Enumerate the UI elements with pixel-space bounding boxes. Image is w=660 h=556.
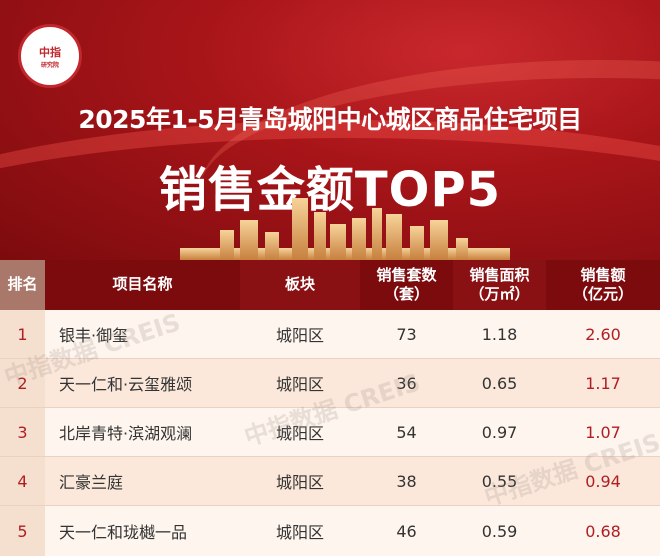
table-row: 4 汇豪兰庭 城阳区 38 0.55 0.94: [0, 457, 660, 506]
name-cell: 天一仁和·云玺雅颂: [59, 375, 193, 394]
area-cell: 0.65: [481, 373, 518, 393]
name-cell: 汇豪兰庭: [59, 473, 124, 492]
units-cell: 46: [396, 521, 417, 541]
amount-cell: 1.07: [585, 422, 621, 442]
rank-cell: 2: [0, 359, 45, 407]
column-header-rank: 排名: [0, 260, 45, 310]
column-header-area: 销售面积 （万㎡）: [453, 260, 546, 310]
china-index-academy-logo: 中指 研究院: [18, 24, 82, 88]
units-cell: 38: [396, 471, 417, 491]
logo-text: 中指: [39, 45, 61, 59]
block-cell: 城阳区: [275, 523, 324, 542]
rank-cell: 1: [0, 310, 45, 358]
rank-cell: 3: [0, 408, 45, 456]
amount-cell: 0.68: [585, 521, 621, 541]
amount-cell: 0.94: [585, 471, 621, 491]
area-cell: 1.18: [481, 324, 518, 344]
units-cell: 54: [396, 422, 417, 442]
block-cell: 城阳区: [275, 375, 324, 394]
table-row: 2 天一仁和·云玺雅颂 城阳区 36 0.65 1.17: [0, 359, 660, 408]
column-header-units: 销售套数 （套）: [360, 260, 453, 310]
amount-cell: 2.60: [585, 324, 621, 344]
area-cell: 0.97: [481, 422, 518, 442]
rank-cell: 5: [0, 506, 45, 556]
table-row: 1 银丰·御玺 城阳区 73 1.18 2.60: [0, 310, 660, 359]
page-subtitle: 销售金额TOP5: [158, 162, 502, 218]
area-cell: 0.59: [481, 521, 518, 541]
rank-cell: 4: [0, 457, 45, 505]
block-cell: 城阳区: [275, 424, 324, 443]
column-header-amount: 销售额 （亿元）: [546, 260, 660, 310]
units-cell: 73: [396, 324, 417, 344]
name-cell: 天一仁和珑樾一品: [59, 523, 188, 542]
city-skyline-image: [180, 195, 510, 260]
units-cell: 36: [396, 373, 417, 393]
name-cell: 北岸青特·滨湖观澜: [59, 424, 193, 443]
name-cell: 银丰·御玺: [59, 326, 129, 345]
block-cell: 城阳区: [275, 473, 324, 492]
column-header-name: 项目名称: [45, 260, 240, 310]
header-banner: 中指 研究院 2025年1-5月青岛城阳中心城区商品住宅项目 销售金额TOP5: [0, 0, 660, 260]
column-header-block: 板块: [240, 260, 360, 310]
logo-subtext: 研究院: [40, 61, 59, 69]
block-cell: 城阳区: [275, 326, 324, 345]
table-row: 3 北岸青特·滨湖观澜 城阳区 54 0.97 1.07: [0, 408, 660, 457]
table-row: 5 天一仁和珑樾一品 城阳区 46 0.59 0.68: [0, 506, 660, 556]
amount-cell: 1.17: [585, 373, 621, 393]
area-cell: 0.55: [481, 471, 518, 491]
page-title: 2025年1-5月青岛城阳中心城区商品住宅项目: [78, 105, 582, 134]
table-header: 排名 项目名称 板块 销售套数 （套） 销售面积 （万㎡） 销售额 （亿元）: [0, 260, 660, 310]
